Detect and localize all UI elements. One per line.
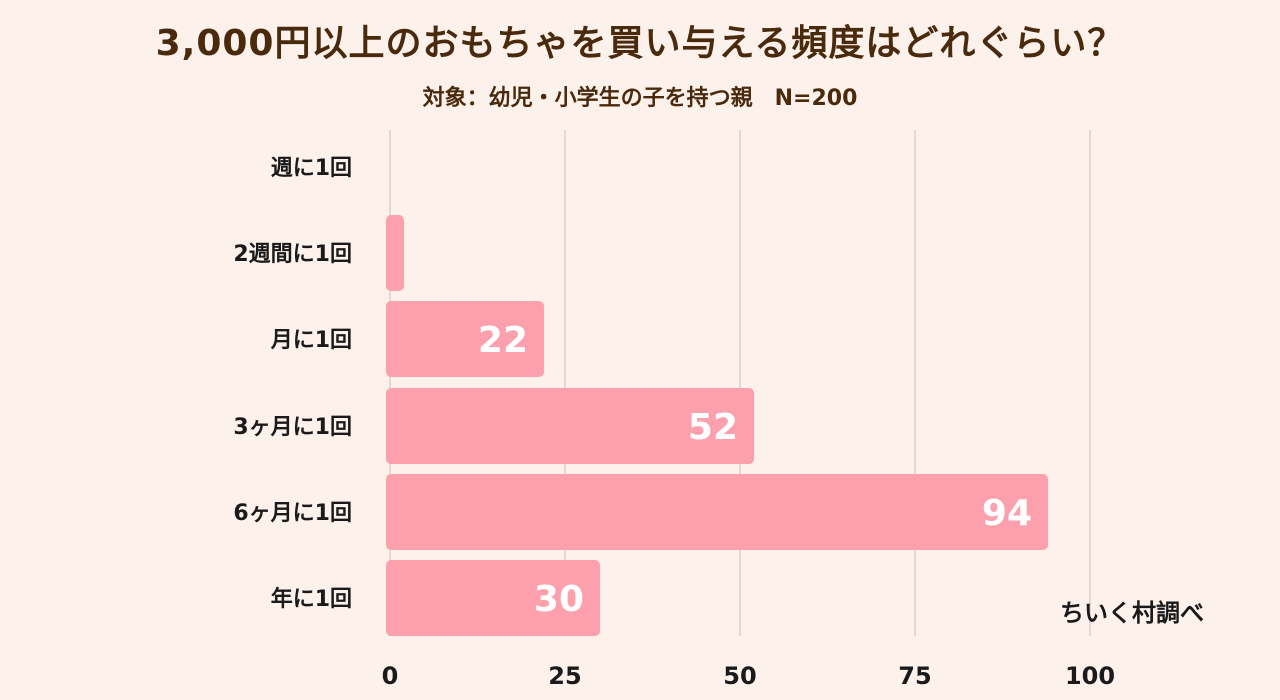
chart-subtitle: 対象：幼児・小学生の子を持つ親 N=200 <box>422 86 858 111</box>
bar-value-label: 30 <box>534 579 584 620</box>
x-tick-label: 75 <box>898 662 931 690</box>
x-tick-label: 50 <box>723 662 756 690</box>
bar-value-label: 94 <box>982 493 1032 534</box>
category-label: 2週間に1回 <box>233 242 352 267</box>
bar <box>386 215 404 291</box>
bar <box>386 474 1048 550</box>
x-tick-label: 0 <box>382 662 399 690</box>
bar <box>386 301 544 377</box>
bar-value-label: 22 <box>478 320 528 361</box>
bar <box>386 388 754 464</box>
x-tick-label: 100 <box>1065 662 1115 690</box>
category-label: 6ヶ月に1回 <box>233 501 352 526</box>
category-label: 週に1回 <box>271 156 352 181</box>
bar <box>386 560 600 636</box>
bar-value-label: 52 <box>688 407 738 448</box>
category-label: 月に1回 <box>270 328 352 353</box>
category-label: 年に1回 <box>271 586 352 612</box>
x-tick-label: 25 <box>548 662 581 690</box>
chart-title: 3,000円以上のおもちゃを買い与える頻度はどれぐらい？ <box>155 23 1125 64</box>
source-credit: ちいく村調べ <box>1060 599 1204 627</box>
category-label: 3ヶ月に1回 <box>233 415 352 440</box>
